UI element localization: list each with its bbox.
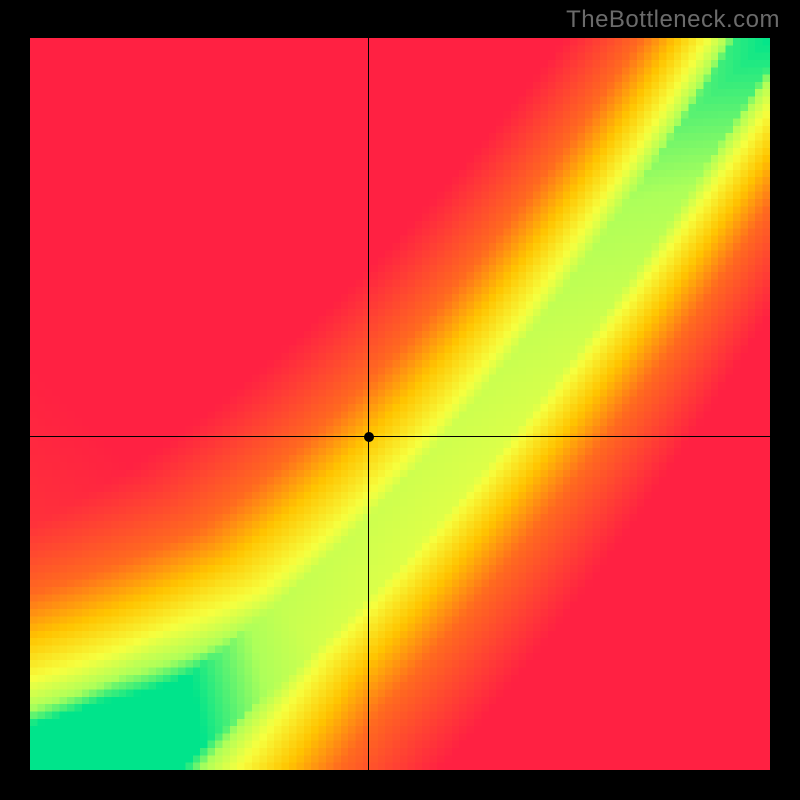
crosshair-horizontal [30,436,770,437]
chart-container: TheBottleneck.com [0,0,800,800]
crosshair-vertical [368,38,369,770]
heatmap-canvas [30,38,770,770]
watermark-text: TheBottleneck.com [566,6,780,34]
marker-point [364,432,374,442]
